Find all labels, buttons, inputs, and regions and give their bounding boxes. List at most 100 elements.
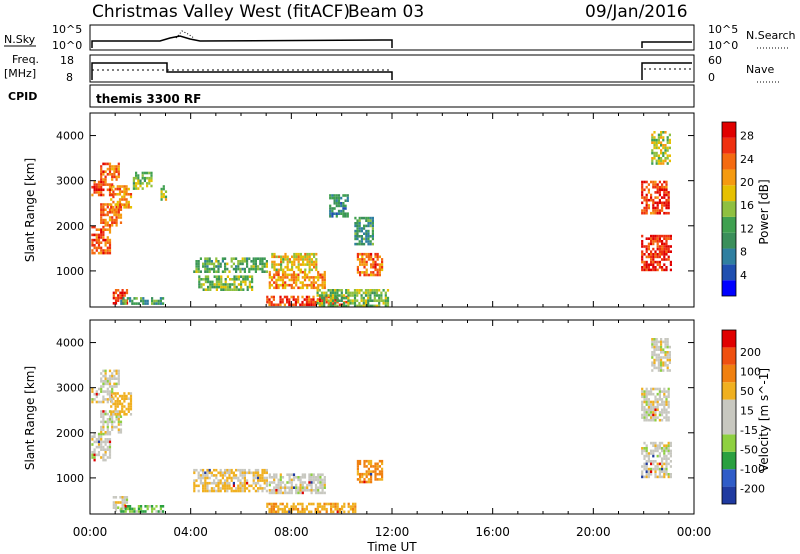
data-cell xyxy=(365,268,368,272)
data-cell xyxy=(290,286,293,290)
data-cell xyxy=(117,213,120,217)
data-cell xyxy=(197,267,200,271)
data-cell xyxy=(200,278,203,281)
data-cell xyxy=(323,281,326,284)
data-cell xyxy=(381,268,384,272)
data-cell xyxy=(119,420,123,424)
data-cell xyxy=(104,448,107,451)
data-cell xyxy=(299,255,302,259)
data-cell xyxy=(643,449,646,453)
data-cell xyxy=(106,224,109,227)
data-cell xyxy=(658,188,661,192)
data-cell xyxy=(115,221,118,224)
data-cell xyxy=(372,260,375,264)
data-cell xyxy=(206,270,209,273)
data-cell xyxy=(669,454,672,458)
data-cell xyxy=(254,262,257,266)
data-cell xyxy=(273,489,276,492)
data-cell xyxy=(665,242,668,246)
data-cell xyxy=(114,302,118,305)
data-cell xyxy=(335,204,338,208)
data-cell xyxy=(102,420,105,424)
data-cell xyxy=(334,502,337,506)
data-cell xyxy=(371,224,374,228)
data-cell xyxy=(250,484,253,488)
data-cell xyxy=(125,206,128,209)
data-cell xyxy=(108,224,112,227)
data-cell xyxy=(108,390,112,393)
data-cell xyxy=(243,267,246,271)
data-cell xyxy=(230,257,233,260)
data-cell xyxy=(162,510,165,513)
data-cell xyxy=(217,262,220,266)
data-cell xyxy=(204,280,207,284)
data-cell xyxy=(314,286,318,290)
data-cell xyxy=(654,180,657,184)
colorbar-swatch xyxy=(722,399,736,417)
data-cell xyxy=(237,278,240,281)
data-cell xyxy=(277,286,280,290)
data-cell xyxy=(121,190,124,193)
data-cell xyxy=(93,233,96,237)
data-cell xyxy=(641,447,644,450)
data-cell xyxy=(228,474,231,477)
data-cell xyxy=(202,265,205,268)
data-cell xyxy=(102,249,105,252)
data-cell xyxy=(117,415,120,418)
data-cell xyxy=(363,227,366,230)
data-cell xyxy=(288,510,291,514)
data-cell xyxy=(112,206,115,209)
data-cell xyxy=(308,265,311,269)
data-cell xyxy=(302,263,305,266)
nave-label: Nave xyxy=(746,63,774,76)
data-cell xyxy=(239,267,242,271)
data-cell xyxy=(261,265,264,268)
x-tick-label: 12:00 xyxy=(375,525,410,539)
data-cell xyxy=(656,400,659,404)
data-cell xyxy=(658,250,661,253)
data-cell xyxy=(204,484,207,488)
data-cell xyxy=(110,405,113,408)
data-cell xyxy=(657,340,660,344)
data-cell xyxy=(215,489,218,493)
colorbar-swatch xyxy=(722,486,736,504)
data-cell xyxy=(666,345,669,349)
data-cell xyxy=(235,489,238,493)
data-cell xyxy=(93,246,96,250)
data-cell xyxy=(653,345,656,349)
data-cell xyxy=(363,224,366,228)
data-cell xyxy=(369,240,372,243)
data-cell xyxy=(299,303,302,307)
data-cell xyxy=(364,299,368,302)
data-cell xyxy=(215,283,218,286)
data-cell xyxy=(286,510,289,514)
x-tick-label: 08:00 xyxy=(274,525,309,539)
data-cell xyxy=(663,188,666,192)
data-cell xyxy=(111,221,114,224)
data-cell xyxy=(193,487,196,490)
data-cell xyxy=(112,506,115,509)
data-cell xyxy=(381,467,384,471)
data-cell xyxy=(261,474,264,477)
data-cell xyxy=(367,467,370,471)
data-cell xyxy=(226,489,229,493)
freq-tick-top: 18 xyxy=(60,54,74,67)
data-cell xyxy=(265,262,268,266)
data-cell xyxy=(243,257,246,260)
data-cell xyxy=(117,428,120,431)
data-cell xyxy=(312,478,315,482)
data-cell xyxy=(314,491,318,495)
data-cell xyxy=(667,247,670,251)
data-cell xyxy=(654,408,657,412)
data-cell xyxy=(123,195,126,199)
data-cell xyxy=(643,180,646,184)
data-cell xyxy=(235,285,238,289)
colorbar-tick-label: 15 xyxy=(740,405,754,418)
data-cell xyxy=(220,285,223,289)
data-cell xyxy=(104,369,107,373)
data-cell xyxy=(277,510,280,514)
nave-tick-bottom: 0 xyxy=(708,71,715,84)
data-cell xyxy=(230,265,233,268)
data-cell xyxy=(275,502,278,506)
data-cell xyxy=(641,211,644,215)
